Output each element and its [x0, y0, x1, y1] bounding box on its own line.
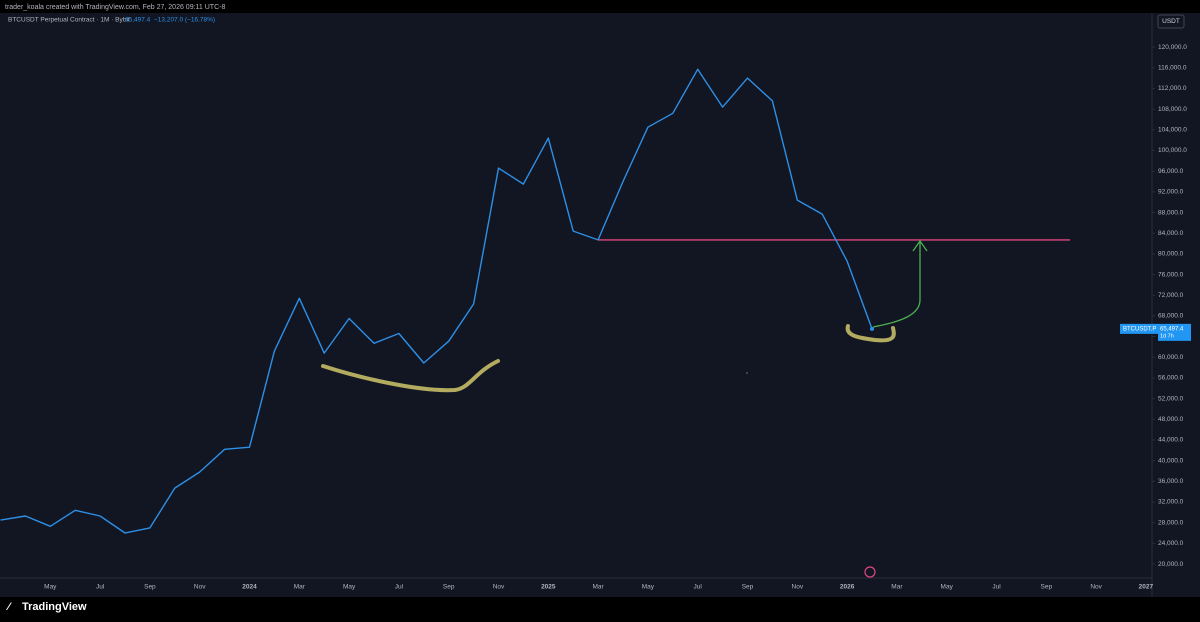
- y-tick-label: 112,000.0: [1158, 85, 1187, 92]
- y-tick-label: 108,000.0: [1158, 106, 1187, 113]
- y-tick-label: 88,000.0: [1158, 209, 1184, 216]
- y-tick-label: 120,000.0: [1158, 44, 1187, 51]
- y-tick-label: 20,000.0: [1158, 561, 1184, 568]
- x-tick-label: Mar: [294, 584, 306, 591]
- y-tick-label: 72,000.0: [1158, 292, 1184, 299]
- x-tick-label: Jul: [395, 584, 404, 591]
- y-tick-label: 24,000.0: [1158, 540, 1184, 547]
- currency[interactable]: USDT: [1162, 18, 1180, 25]
- y-tick-label: 76,000.0: [1158, 271, 1184, 278]
- y-tick-label: 104,000.0: [1158, 127, 1187, 134]
- x-tick-label: Sep: [742, 584, 754, 591]
- x-tick-label: May: [343, 584, 356, 591]
- x-tick-label: Sep: [144, 584, 156, 591]
- replay-icon[interactable]: [864, 566, 876, 578]
- dot: [746, 372, 748, 374]
- y-tick-label: 40,000.0: [1158, 457, 1184, 464]
- x-tick-label: Jul: [992, 584, 1001, 591]
- price-tag-symbol-text: BTCUSDT.P: [1123, 326, 1156, 332]
- x-tick-label: Jul: [694, 584, 703, 591]
- price-tag-price: 65,497.4: [1160, 326, 1184, 332]
- x-tick-label: Mar: [592, 584, 604, 591]
- last-point: [870, 326, 874, 331]
- price-tag-countdown: 1d 7h: [1160, 333, 1174, 339]
- y-tick-label: 68,000.0: [1158, 313, 1184, 320]
- y-tick-label: 36,000.0: [1158, 478, 1184, 485]
- x-tick-label: Nov: [792, 584, 804, 591]
- chart-title: BTCUSDT Perpetual Contract · 1M · Bybit: [8, 17, 130, 24]
- x-tick-label: May: [44, 584, 57, 591]
- x-tick-label: Jul: [96, 584, 105, 591]
- y-tick-label: 56,000.0: [1158, 375, 1184, 382]
- price-line: [0, 68, 873, 534]
- y-tick-label: 28,000.0: [1158, 519, 1184, 526]
- y-tick-label: 48,000.0: [1158, 416, 1184, 423]
- y-tick-label: 80,000.0: [1158, 251, 1184, 258]
- x-tick-label: Sep: [443, 584, 455, 591]
- last-price: 65,497.4: [125, 17, 151, 24]
- x-tick-label: Sep: [1041, 584, 1053, 591]
- drawing-scribble: [321, 359, 500, 393]
- x-tick-label: 2026: [840, 584, 855, 591]
- price-change: −13,207.0 (−16.78%): [154, 17, 215, 24]
- x-tick-label: May: [642, 584, 655, 591]
- price-tag-symbol: [1120, 323, 1158, 334]
- y-tick-label: 52,000.0: [1158, 395, 1184, 402]
- x-tick-label: Nov: [1090, 584, 1102, 591]
- drawing-arrow: [872, 239, 928, 328]
- y-tick-label: 92,000.0: [1158, 189, 1184, 196]
- brand[interactable]: TradingView: [22, 601, 87, 613]
- drawing-scribble: [845, 324, 896, 343]
- logo-mark: ⁄: [5, 601, 12, 613]
- chart-pane: [0, 13, 1200, 597]
- currency-button[interactable]: [1157, 14, 1185, 29]
- x-tick-label: 2025: [541, 584, 556, 591]
- y-tick-label: 116,000.0: [1158, 65, 1187, 72]
- y-tick-label: 44,000.0: [1158, 437, 1184, 444]
- y-tick-label: 100,000.0: [1158, 147, 1187, 154]
- price-tag: [1158, 323, 1191, 341]
- y-tick-label: 32,000.0: [1158, 499, 1184, 506]
- x-tick-label: May: [941, 584, 954, 591]
- y-tick-label: 96,000.0: [1158, 168, 1184, 175]
- x-tick-label: 2024: [242, 584, 257, 591]
- x-tick-label: Nov: [493, 584, 505, 591]
- header-text: trader_koala created with TradingView.co…: [5, 4, 225, 11]
- x-tick-label: Mar: [891, 584, 903, 591]
- x-tick-label: 2027: [1139, 584, 1154, 591]
- y-tick-label: 84,000.0: [1158, 230, 1184, 237]
- y-tick-label: 60,000.0: [1158, 354, 1184, 361]
- x-tick-label: Nov: [194, 584, 206, 591]
